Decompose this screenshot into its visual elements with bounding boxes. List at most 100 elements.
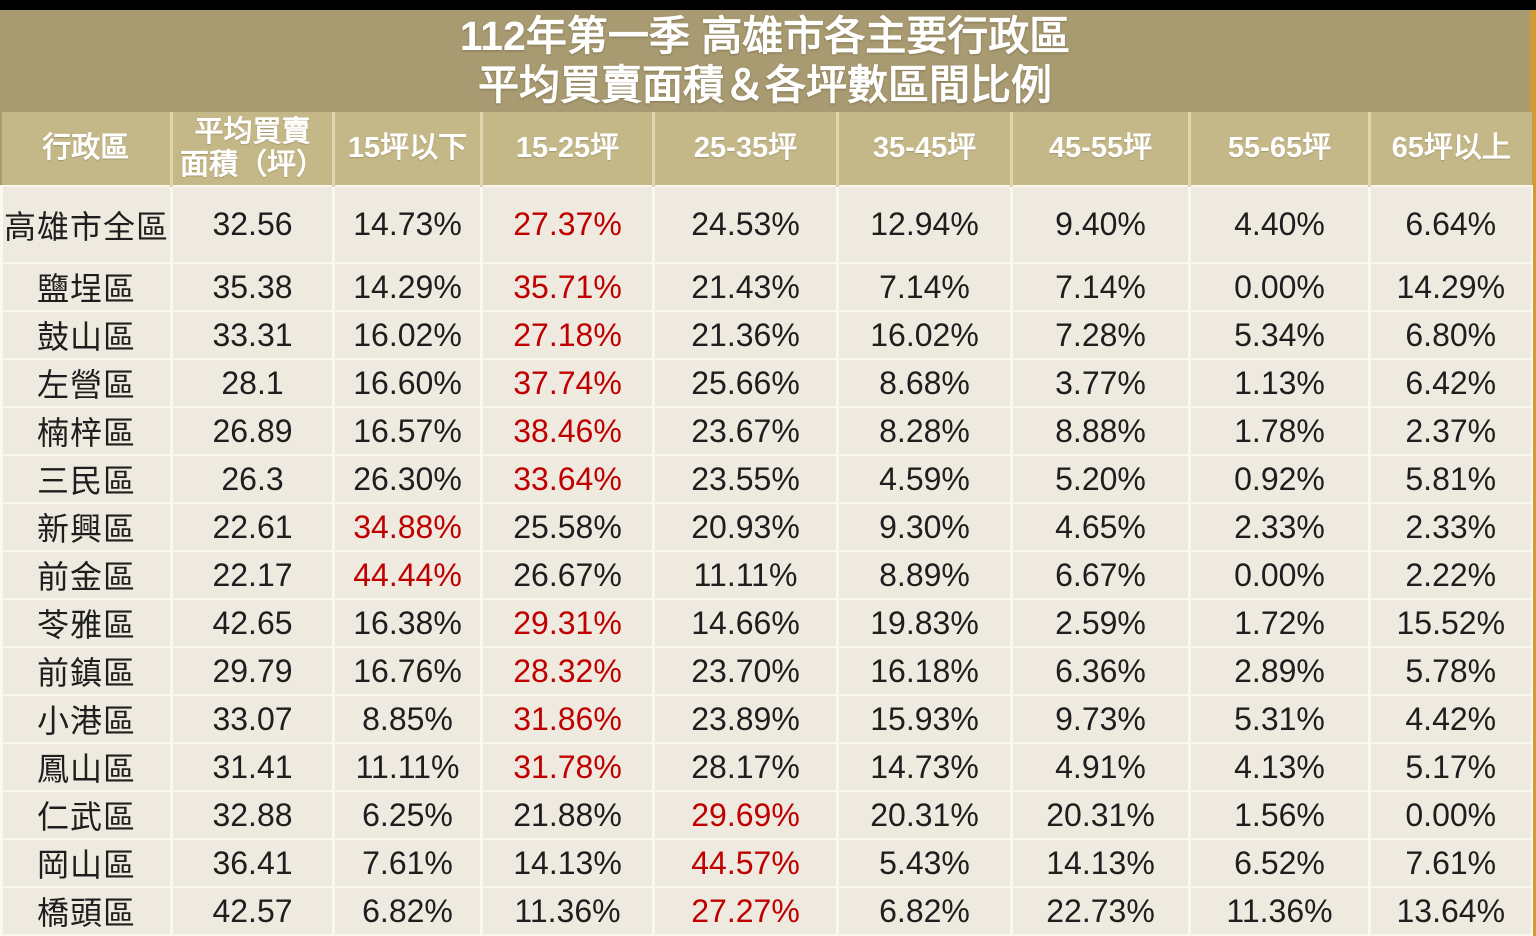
pct-cell: 11.36% (1188, 886, 1371, 936)
col-header-25-35: 25-35坪 (652, 112, 838, 186)
pct-cell: 23.55% (652, 454, 839, 504)
table-row: 前金區 22.17 44.44% 26.67% 11.11% 8.89% 6.6… (0, 550, 1533, 600)
pct-cell: 6.25% (332, 790, 483, 840)
pct-cell: 5.78% (1368, 646, 1533, 696)
pct-cell: 44.44% (332, 550, 483, 600)
pct-cell: 11.11% (332, 742, 483, 792)
pct-cell: 26.67% (480, 550, 655, 600)
pct-cell: 14.13% (480, 838, 655, 888)
pct-cell: 11.36% (480, 886, 655, 936)
pct-cell: 6.67% (1010, 550, 1191, 600)
avg-area-cell: 31.41 (170, 742, 335, 792)
avg-area-cell: 26.89 (170, 406, 335, 456)
pct-cell: 25.66% (652, 358, 839, 408)
pct-cell: 7.28% (1010, 310, 1191, 360)
pct-cell: 31.86% (480, 694, 655, 744)
avg-area-cell: 26.3 (170, 454, 335, 504)
pct-cell: 4.13% (1188, 742, 1371, 792)
pct-cell: 9.40% (1010, 185, 1191, 264)
avg-area-cell: 36.41 (170, 838, 335, 888)
pct-cell: 6.64% (1368, 185, 1533, 264)
pct-cell: 5.31% (1188, 694, 1371, 744)
col-header-55-65: 55-65坪 (1188, 112, 1370, 186)
pct-cell: 44.57% (652, 838, 839, 888)
avg-area-cell: 42.57 (170, 886, 335, 936)
pct-cell: 1.56% (1188, 790, 1371, 840)
pct-cell: 22.73% (1010, 886, 1191, 936)
pct-cell: 19.83% (836, 598, 1013, 648)
pct-cell: 21.43% (652, 262, 839, 312)
table-row: 左營區 28.1 16.60% 37.74% 25.66% 8.68% 3.77… (0, 358, 1533, 408)
avg-area-cell: 35.38 (170, 262, 335, 312)
table-row: 橋頭區 42.57 6.82% 11.36% 27.27% 6.82% 22.7… (0, 886, 1533, 936)
district-cell: 前金區 (0, 550, 173, 600)
pct-cell: 15.52% (1368, 598, 1533, 648)
pct-cell: 21.36% (652, 310, 839, 360)
pct-cell: 16.38% (332, 598, 483, 648)
pct-cell: 8.28% (836, 406, 1013, 456)
pct-cell: 11.11% (652, 550, 839, 600)
pct-cell: 20.93% (652, 502, 839, 552)
pct-cell: 38.46% (480, 406, 655, 456)
table-row: 新興區 22.61 34.88% 25.58% 20.93% 9.30% 4.6… (0, 502, 1533, 552)
pct-cell: 16.02% (332, 310, 483, 360)
pct-cell: 13.64% (1368, 886, 1533, 936)
pct-cell: 7.14% (1010, 262, 1191, 312)
pct-cell: 8.88% (1010, 406, 1191, 456)
pct-cell: 4.40% (1188, 185, 1371, 264)
pct-cell: 14.29% (1368, 262, 1533, 312)
pct-cell: 16.02% (836, 310, 1013, 360)
pct-cell: 23.67% (652, 406, 839, 456)
pct-cell: 2.33% (1188, 502, 1371, 552)
pct-cell: 5.43% (836, 838, 1013, 888)
table-row: 楠梓區 26.89 16.57% 38.46% 23.67% 8.28% 8.8… (0, 406, 1533, 456)
pct-cell: 0.00% (1188, 262, 1371, 312)
title-line-1: 112年第一季 高雄市各主要行政區 (459, 13, 1071, 59)
pct-cell: 4.42% (1368, 694, 1533, 744)
avg-area-cell: 33.07 (170, 694, 335, 744)
pct-cell: 14.13% (1010, 838, 1191, 888)
col-header-45-55: 45-55坪 (1010, 112, 1190, 186)
avg-area-cell: 22.17 (170, 550, 335, 600)
table-row: 前鎮區 29.79 16.76% 28.32% 23.70% 16.18% 6.… (0, 646, 1533, 696)
avg-area-cell: 32.88 (170, 790, 335, 840)
pct-cell: 26.30% (332, 454, 483, 504)
pct-cell: 16.60% (332, 358, 483, 408)
district-cell: 三民區 (0, 454, 173, 504)
district-cell: 楠梓區 (0, 406, 173, 456)
pct-cell: 23.89% (652, 694, 839, 744)
pct-cell: 1.78% (1188, 406, 1371, 456)
district-cell: 鹽埕區 (0, 262, 173, 312)
pct-cell: 0.00% (1188, 550, 1371, 600)
pct-cell: 8.89% (836, 550, 1013, 600)
table-row: 仁武區 32.88 6.25% 21.88% 29.69% 20.31% 20.… (0, 790, 1533, 840)
district-cell: 岡山區 (0, 838, 173, 888)
col-header-35-45: 35-45坪 (836, 112, 1012, 186)
col-header-district: 行政區 (1, 112, 172, 186)
page-title: 112年第一季 高雄市各主要行政區 平均買賣面積＆各坪數區間比例 (0, 10, 1530, 112)
table-row: 鼓山區 33.31 16.02% 27.18% 21.36% 16.02% 7.… (0, 310, 1533, 360)
table-body: 高雄市全區 32.56 14.73% 27.37% 24.53% 12.94% … (0, 185, 1533, 936)
pct-cell: 3.77% (1010, 358, 1191, 408)
col-header-avg-area: 平均買賣 面積（坪） (170, 112, 334, 186)
avg-area-cell: 29.79 (170, 646, 335, 696)
pct-cell: 1.72% (1188, 598, 1371, 648)
infographic-board: 112年第一季 高雄市各主要行政區 平均買賣面積＆各坪數區間比例 行政區 平均買… (0, 10, 1536, 936)
pct-cell: 7.61% (332, 838, 483, 888)
pct-cell: 14.73% (332, 185, 483, 264)
pct-cell: 37.74% (480, 358, 655, 408)
pct-cell: 15.93% (836, 694, 1013, 744)
avg-area-cell: 33.31 (170, 310, 335, 360)
pct-cell: 16.76% (332, 646, 483, 696)
pct-cell: 2.89% (1188, 646, 1371, 696)
pct-cell: 4.59% (836, 454, 1013, 504)
pct-cell: 33.64% (480, 454, 655, 504)
header-row: 行政區 平均買賣 面積（坪） 15坪以下 15-25坪 25-35坪 35-45… (1, 112, 1532, 186)
pct-cell: 12.94% (836, 185, 1013, 264)
pct-cell: 35.71% (480, 262, 655, 312)
pct-cell: 20.31% (1010, 790, 1191, 840)
pct-cell: 28.17% (652, 742, 839, 792)
pct-cell: 21.88% (480, 790, 655, 840)
col-header-15-25: 15-25坪 (480, 112, 654, 186)
district-cell: 左營區 (0, 358, 173, 408)
